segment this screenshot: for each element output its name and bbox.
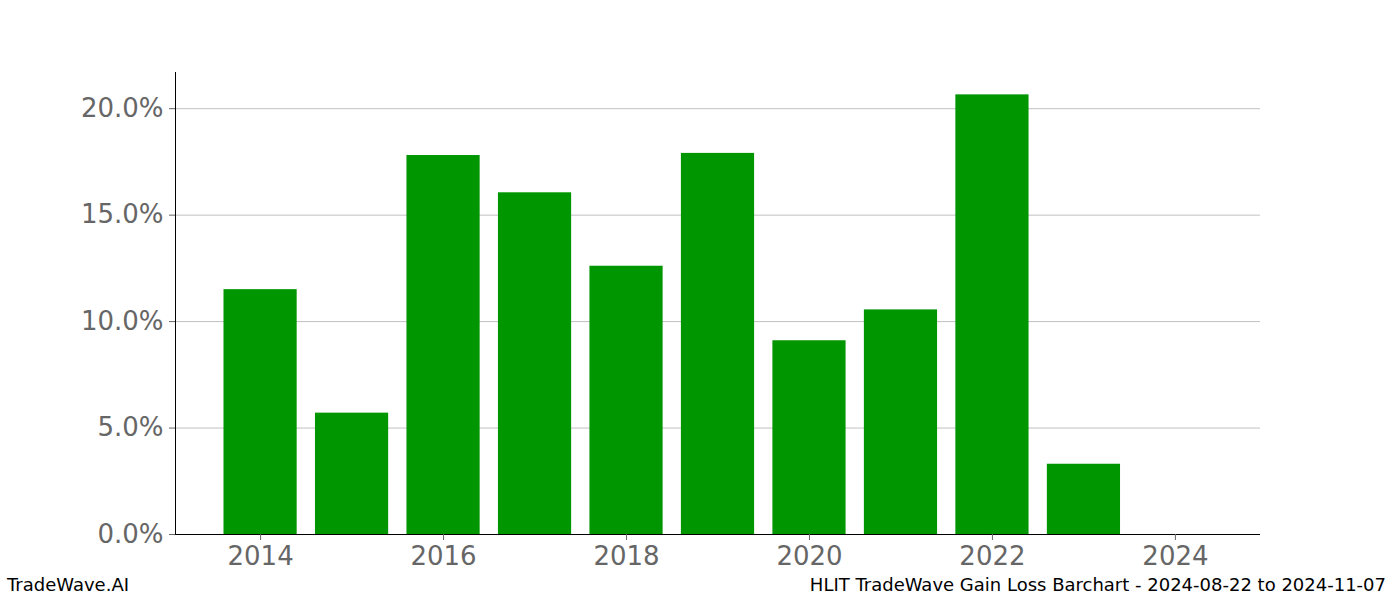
svg-text:2022: 2022 (959, 541, 1025, 571)
svg-text:2024: 2024 (1142, 541, 1208, 571)
svg-text:2020: 2020 (776, 541, 842, 571)
svg-text:2018: 2018 (593, 541, 659, 571)
html-text:TradeWave.AI: TradeWave.AI (7, 574, 129, 595)
svg-text:2014: 2014 (227, 541, 293, 571)
svg-text:0.0%: 0.0% (97, 519, 163, 549)
svg-text:20.0%: 20.0% (81, 93, 164, 123)
html-text:HLIT TradeWave Gain Loss Barch: HLIT TradeWave Gain Loss Barchart - 2024… (809, 574, 1386, 595)
svg-text:15.0%: 15.0% (81, 199, 164, 229)
svg-text:5.0%: 5.0% (97, 412, 163, 442)
svg-text:10.0%: 10.0% (81, 306, 164, 336)
svg-text:2016: 2016 (410, 541, 476, 571)
